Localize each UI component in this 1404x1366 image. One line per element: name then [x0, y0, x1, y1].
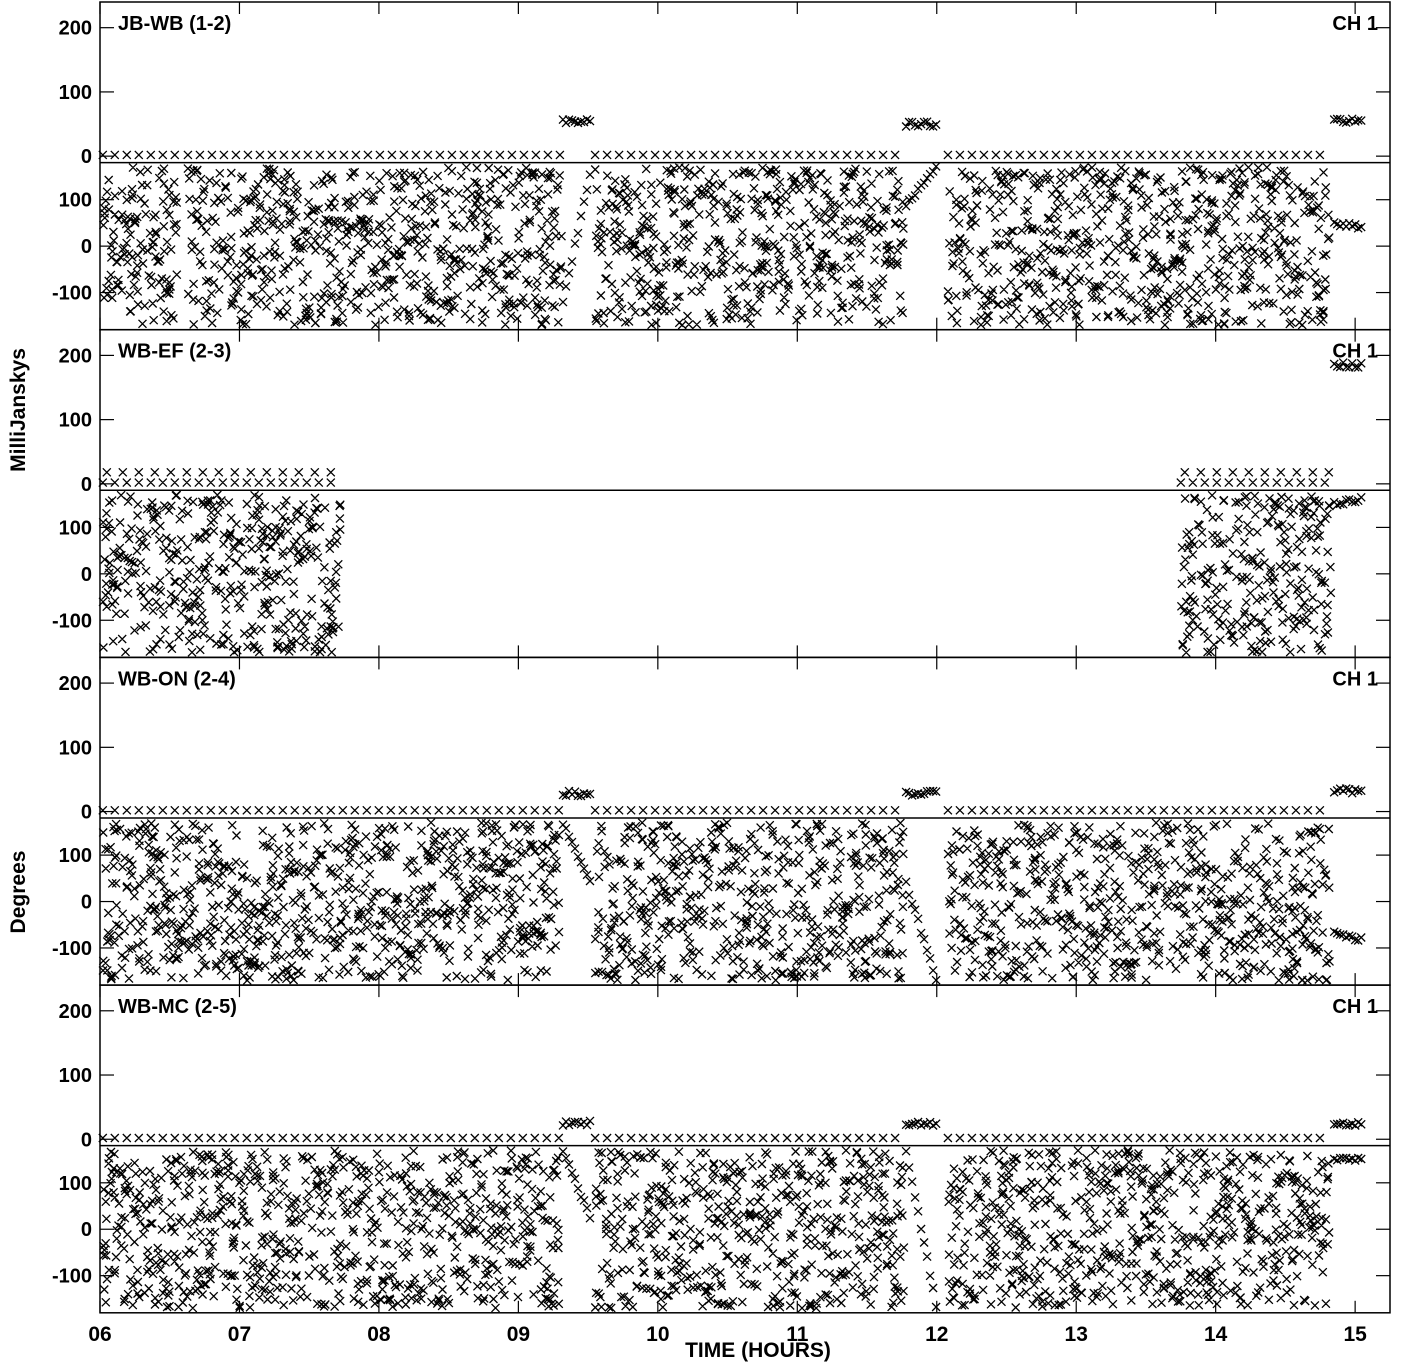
- data-points: [98, 1116, 1366, 1313]
- baseline-label: WB-EF (2-3): [118, 341, 231, 363]
- panels-group: 200 100 0 100 0 -100 JB-WB (1-2) CH 1 200 100 0 100…: [52, 1, 1391, 1314]
- scatter-markers: [98, 784, 1366, 985]
- baseline-label: JB-WB (1-2): [118, 13, 231, 35]
- x-axis: 06 07 08 09 10 11 12 13 14 15: [88, 1323, 1367, 1346]
- amplitude-tick-label: 0: [81, 802, 92, 824]
- amplitude-tick-label: 200: [59, 673, 92, 695]
- data-points: [98, 114, 1366, 330]
- phase-tick-label: -100: [52, 610, 92, 632]
- x-axis-label: TIME (HOURS): [685, 1339, 831, 1362]
- phase-tick-label: -100: [52, 1266, 92, 1288]
- phase-tick-label: 0: [81, 892, 92, 914]
- x-tick-label: 07: [228, 1323, 251, 1346]
- channel-label: CH 1: [1332, 13, 1378, 35]
- channel-label: CH 1: [1332, 341, 1378, 363]
- panel-2: 200 100 0 100 0 -100 WB-EF (2-3) CH 1: [52, 328, 1391, 659]
- channel-label: CH 1: [1332, 996, 1378, 1018]
- panel-frame: [99, 1, 1391, 331]
- panel-4: 200 100 0 100 0 -100 WB-MC (2-5) CH 1: [52, 984, 1391, 1314]
- y-axis-label-phase: Degrees: [7, 851, 30, 934]
- x-tick-label: 12: [925, 1323, 948, 1346]
- x-tick-label: 14: [1204, 1323, 1228, 1346]
- x-tick-label: 09: [507, 1323, 530, 1346]
- panel-frame: [99, 328, 1391, 659]
- phase-tick-label: 0: [81, 236, 92, 258]
- amplitude-tick-label: 100: [59, 410, 92, 432]
- amplitude-tick-label: 100: [59, 82, 92, 104]
- x-tick-label: 15: [1343, 1323, 1367, 1346]
- amplitude-tick-label: 200: [59, 18, 92, 40]
- phase-tick-label: 100: [59, 517, 92, 539]
- panel-frame: [99, 984, 1391, 1314]
- panel-frame: [99, 656, 1391, 986]
- amplitude-tick-label: 0: [81, 146, 92, 168]
- amplitude-tick-label: 100: [59, 737, 92, 759]
- amplitude-tick-label: 200: [59, 1001, 92, 1023]
- baseline-label: WB-ON (2-4): [118, 668, 236, 690]
- channel-label: CH 1: [1332, 668, 1378, 690]
- phase-tick-label: -100: [52, 283, 92, 305]
- y-axis-label-amplitude: MilliJanskys: [7, 348, 30, 472]
- scatter-markers: [98, 114, 1366, 330]
- x-tick-label: 10: [646, 1323, 669, 1346]
- phase-tick-label: 0: [81, 1219, 92, 1241]
- x-tick-label: 08: [367, 1323, 391, 1346]
- panel-3: 200 100 0 100 0 -100 WB-ON (2-4) CH 1: [52, 656, 1391, 986]
- amplitude-tick-label: 0: [81, 1129, 92, 1151]
- amplitude-tick-label: 200: [59, 345, 92, 367]
- amplitude-tick-label: 0: [81, 474, 92, 496]
- phase-tick-label: 100: [59, 845, 92, 867]
- phase-tick-label: 0: [81, 564, 92, 586]
- scatter-markers: [98, 358, 1366, 658]
- phase-tick-label: 100: [59, 1173, 92, 1195]
- data-points: [98, 358, 1366, 658]
- phase-tick-label: 100: [59, 190, 92, 212]
- baseline-label: WB-MC (2-5): [118, 996, 237, 1018]
- x-tick-label: 13: [1065, 1323, 1088, 1346]
- x-tick-label: 06: [88, 1323, 111, 1346]
- amplitude-tick-label: 100: [59, 1065, 92, 1087]
- x-tick-label: 11: [786, 1323, 809, 1346]
- panel-1: 200 100 0 100 0 -100 JB-WB (1-2) CH 1: [52, 1, 1391, 331]
- data-points: [98, 784, 1366, 985]
- phase-tick-label: -100: [52, 938, 92, 960]
- scatter-markers: [98, 1116, 1366, 1313]
